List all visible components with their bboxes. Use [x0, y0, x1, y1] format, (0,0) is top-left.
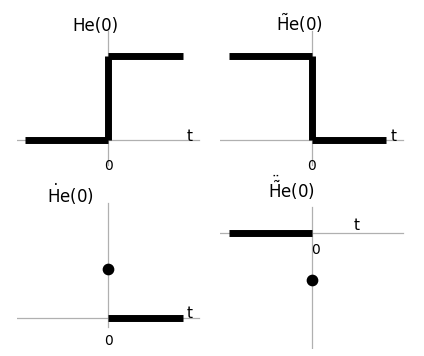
Text: t: t: [187, 129, 193, 143]
Text: t: t: [187, 306, 193, 321]
Point: [105, 266, 112, 272]
Text: $\dot{\mathrm{H}}$e(0): $\dot{\mathrm{H}}$e(0): [47, 182, 94, 207]
Text: 0: 0: [312, 243, 320, 257]
Point: [308, 277, 315, 283]
Text: $\ddot{\tilde{\mathrm{H}}}$e(0): $\ddot{\tilde{\mathrm{H}}}$e(0): [268, 174, 314, 202]
Text: t: t: [353, 218, 359, 233]
Text: $\tilde{\mathrm{H}}$e(0): $\tilde{\mathrm{H}}$e(0): [276, 12, 323, 35]
Text: 0: 0: [307, 159, 316, 173]
Text: 0: 0: [104, 334, 112, 348]
Text: He(0): He(0): [73, 17, 119, 35]
Text: 0: 0: [104, 159, 112, 173]
Text: t: t: [391, 129, 396, 143]
